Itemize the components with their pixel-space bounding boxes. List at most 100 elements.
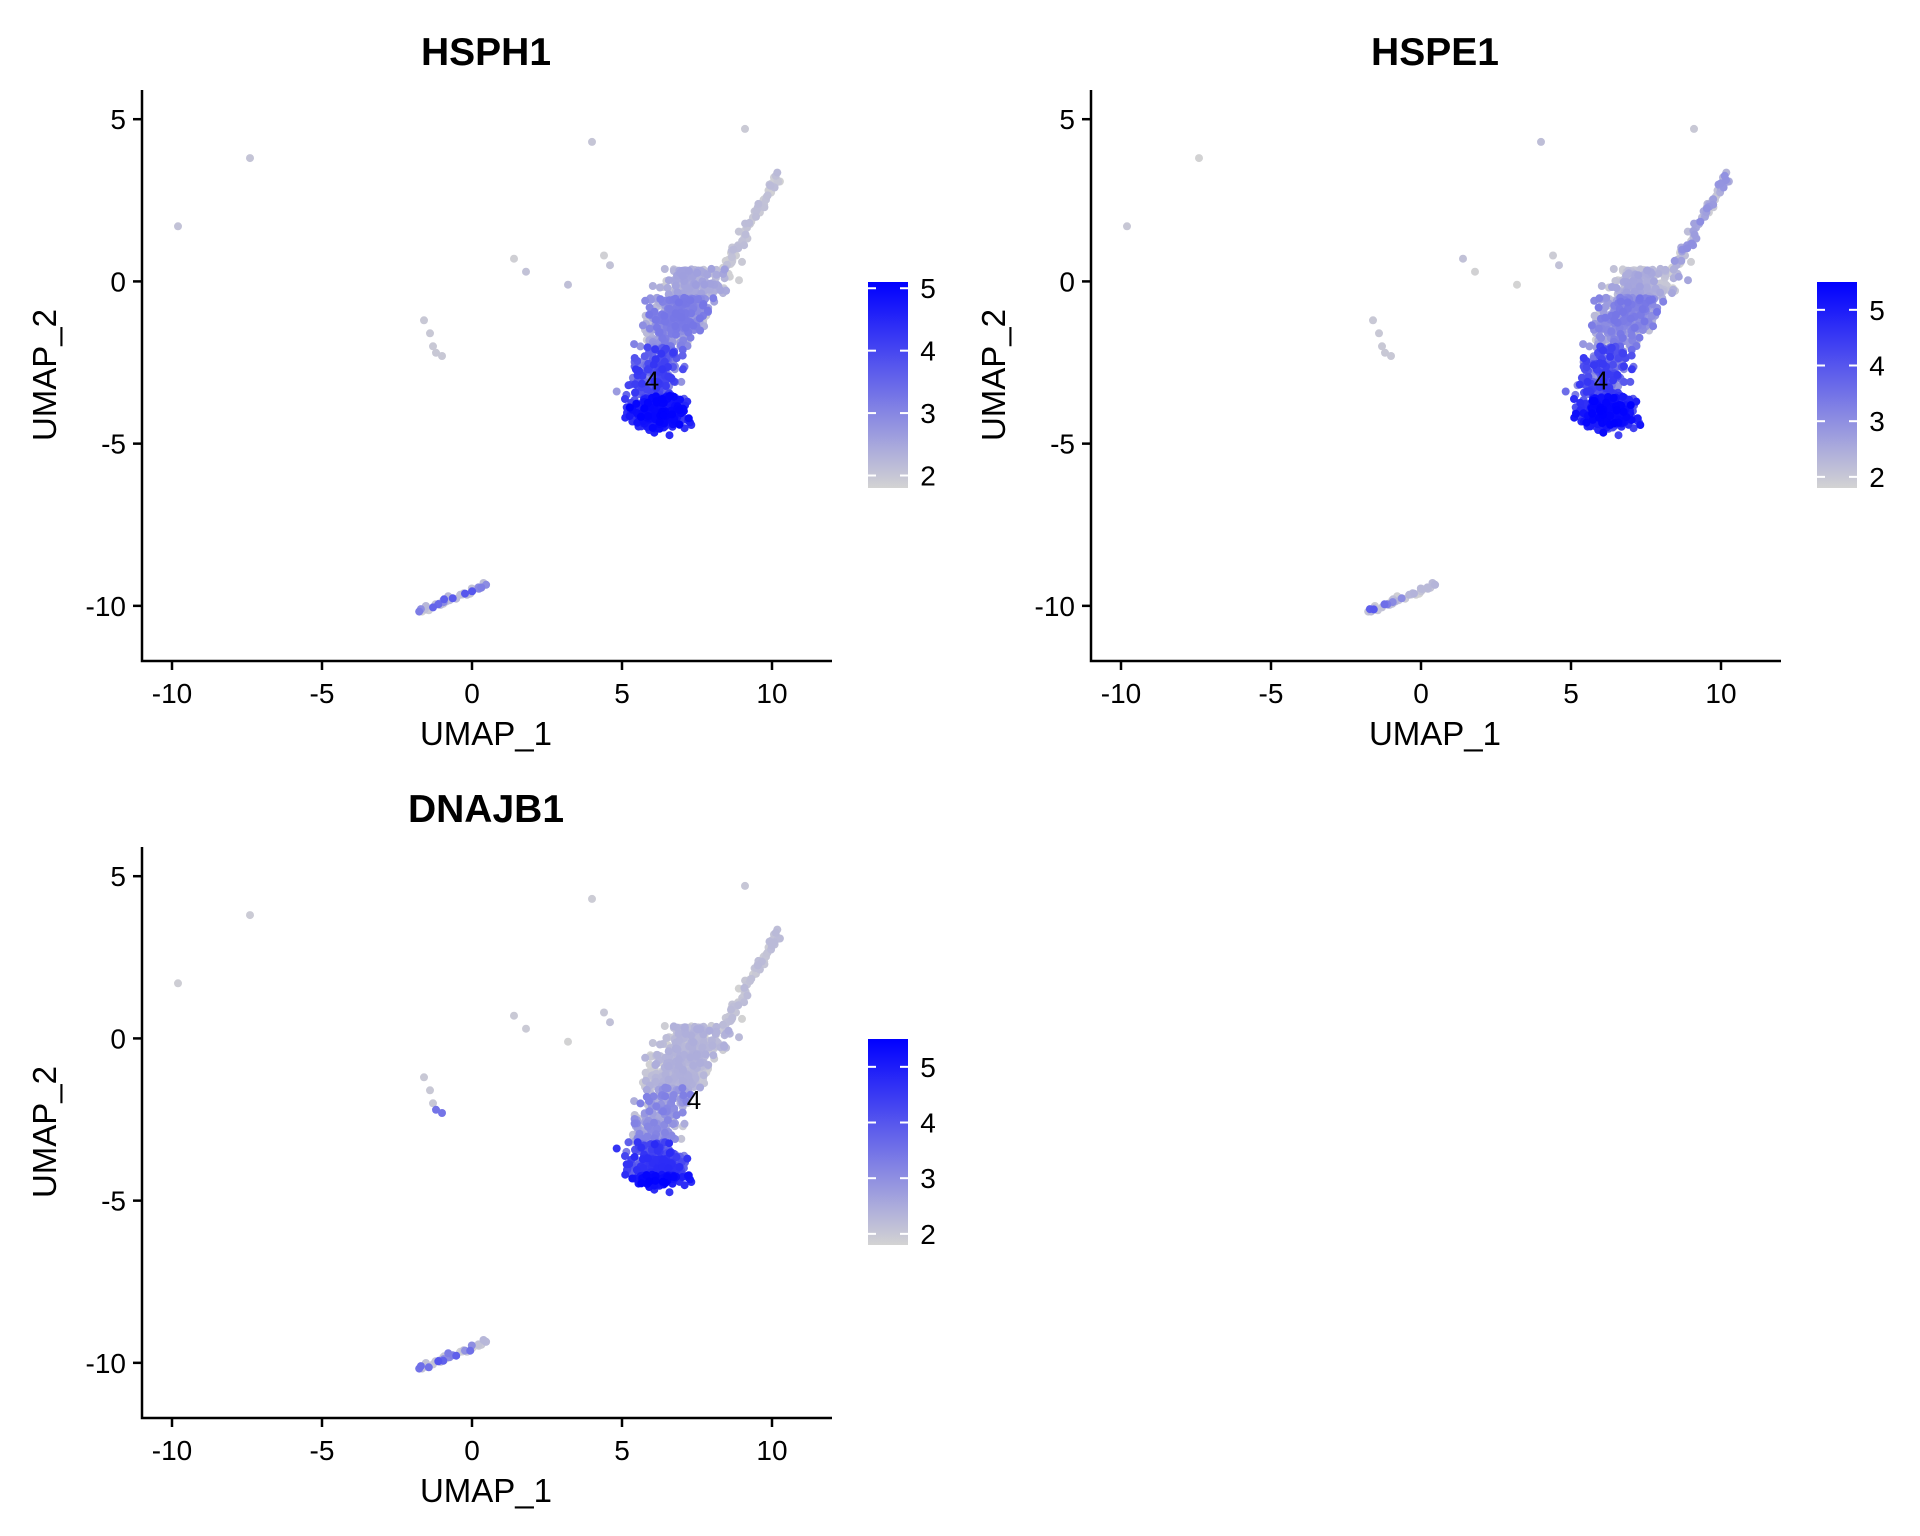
cell-point	[625, 403, 634, 412]
cell-point	[1642, 283, 1651, 292]
cell-point	[657, 349, 666, 358]
cell-point	[709, 1051, 718, 1060]
cell-point	[1670, 256, 1679, 265]
cell-point	[1416, 584, 1425, 593]
cell-point	[1618, 334, 1627, 342]
cell-point	[663, 283, 672, 292]
x-tick-label: -5	[1259, 678, 1284, 709]
cell-point	[665, 392, 674, 400]
cell-point	[689, 321, 698, 330]
x-tick-label: -5	[310, 1435, 335, 1466]
cell-point	[677, 377, 686, 386]
y-tick-label: 0	[110, 1023, 126, 1054]
cell-point	[673, 1045, 682, 1054]
cell-point	[1607, 343, 1616, 352]
cell-point	[671, 281, 680, 290]
cell-point	[416, 1362, 425, 1371]
cell-point	[665, 431, 674, 440]
cell-point	[773, 168, 782, 177]
cell-point	[1619, 349, 1628, 358]
cell-point	[1381, 348, 1389, 357]
cell-point	[420, 1073, 428, 1082]
cell-point	[636, 342, 645, 351]
cell-point	[665, 1149, 674, 1157]
cell-point	[752, 212, 760, 221]
x-tick-label: 10	[756, 678, 787, 709]
cell-point	[692, 281, 700, 289]
cell-point	[641, 1053, 650, 1062]
cell-point	[630, 354, 639, 362]
cell-point	[1687, 257, 1695, 266]
cell-point	[630, 340, 639, 349]
cell-point	[1619, 307, 1628, 316]
cell-point	[643, 365, 652, 374]
cell-point	[652, 1102, 661, 1111]
cell-point	[440, 595, 449, 604]
cell-point	[675, 1036, 684, 1045]
cell-point	[727, 1005, 735, 1014]
colorbar-tick-label: 2	[1869, 462, 1885, 493]
cell-point	[681, 323, 690, 332]
cell-point	[1623, 298, 1632, 307]
cell-point	[700, 280, 709, 289]
cell-point	[771, 928, 780, 937]
cell-point	[1123, 222, 1131, 231]
cell-point	[1369, 316, 1377, 325]
cell-point	[741, 881, 749, 890]
cell-point	[1610, 419, 1619, 428]
cell-point	[674, 298, 683, 307]
cell-point	[665, 1139, 674, 1148]
cell-point	[763, 191, 772, 200]
cell-point	[643, 343, 652, 352]
cell-point	[1690, 124, 1698, 133]
cell-point	[1612, 406, 1621, 415]
cell-point	[1612, 310, 1620, 319]
cell-point	[1369, 605, 1378, 614]
cell-point	[479, 1336, 488, 1344]
cell-point	[675, 420, 684, 429]
cell-point	[1378, 342, 1386, 351]
cell-point	[438, 352, 446, 360]
y-tick-label: -5	[1050, 429, 1075, 460]
cell-point	[724, 1026, 733, 1035]
cell-point	[767, 941, 776, 950]
cell-point	[687, 309, 696, 318]
cell-point	[1588, 409, 1597, 418]
cell-point	[1696, 217, 1705, 226]
cell-point	[643, 1154, 652, 1163]
axis-lines	[140, 847, 832, 1420]
cell-point	[671, 322, 680, 330]
cell-point	[1654, 269, 1663, 278]
cell-point	[1616, 297, 1625, 306]
cell-point	[1656, 288, 1665, 297]
cell-point	[651, 315, 660, 324]
cell-point	[1653, 307, 1661, 316]
cell-point	[612, 1144, 621, 1153]
cell-point	[653, 1050, 662, 1059]
cell-point	[1549, 251, 1557, 260]
cell-point	[429, 342, 437, 351]
cell-point	[712, 270, 721, 279]
cell-point	[1659, 297, 1668, 306]
cell-point	[438, 1109, 446, 1117]
cell-point	[1635, 282, 1644, 291]
cell-point	[1599, 346, 1608, 355]
cell-point	[678, 365, 687, 374]
cell-point	[636, 1099, 645, 1108]
cell-point	[664, 290, 673, 299]
cell-point	[606, 261, 614, 270]
cell-point	[1575, 380, 1584, 389]
cell-point	[1430, 580, 1439, 589]
y-axis-ticks: 50-5-10	[86, 861, 142, 1379]
cell-point	[665, 305, 674, 313]
cell-point	[705, 1026, 714, 1035]
cell-point	[752, 207, 761, 215]
cell-point	[625, 412, 634, 421]
cell-point	[662, 382, 670, 390]
cell-point	[468, 587, 477, 596]
colorbar-tick-label: 4	[920, 336, 936, 367]
cell-point	[564, 1037, 572, 1046]
cell-point	[415, 607, 424, 616]
cell-point	[753, 961, 762, 970]
cell-point	[693, 268, 702, 277]
